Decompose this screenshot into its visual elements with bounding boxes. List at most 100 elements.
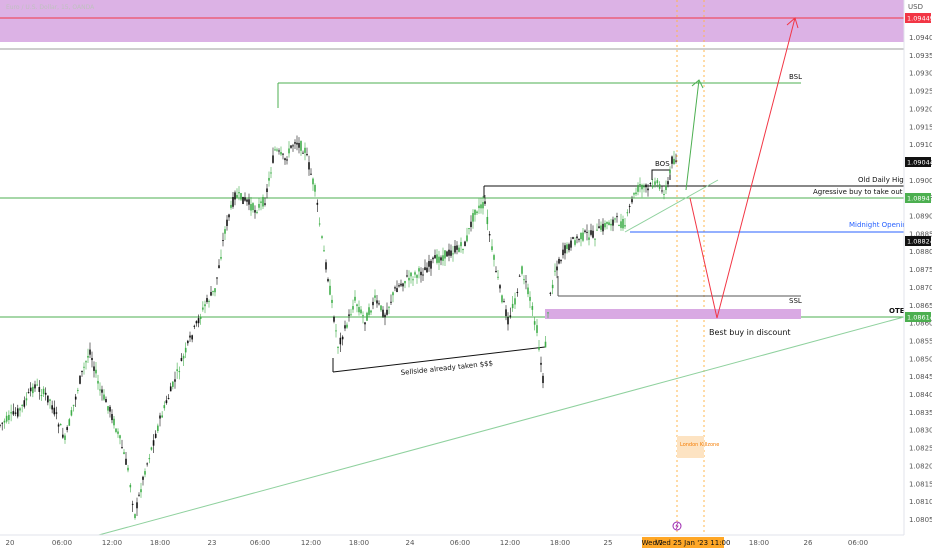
candle-body: [647, 188, 649, 191]
lightning-icon[interactable]: [672, 521, 682, 531]
candle-body: [460, 242, 462, 247]
candle-body: [180, 358, 183, 361]
red-arrow-head: [786, 17, 799, 29]
discount-zone: [545, 309, 801, 319]
candle-body: [643, 186, 645, 188]
candle-body: [493, 255, 495, 260]
candle-body: [38, 386, 41, 392]
candle-body: [464, 241, 466, 246]
candle-body: [316, 202, 319, 205]
candle-body: [536, 325, 538, 333]
candle-body: [42, 388, 45, 395]
candle-body: [633, 193, 635, 195]
candle-body: [101, 389, 103, 393]
candle-body: [59, 423, 62, 426]
candle-body: [620, 221, 622, 228]
candle-body: [428, 261, 430, 267]
candle-body: [150, 447, 153, 450]
candle-body: [270, 172, 272, 174]
candle-body: [404, 281, 406, 284]
candle-body: [157, 425, 159, 432]
price-badge: [905, 312, 931, 322]
candle-body: [414, 272, 416, 275]
candle-body: [366, 312, 368, 321]
candle-body: [159, 415, 161, 419]
price-tick-label: 1.08100: [909, 498, 932, 506]
candle-body: [468, 228, 470, 230]
candle-body: [438, 256, 440, 263]
candle-body: [386, 309, 388, 315]
candle-body: [560, 259, 562, 262]
candle-body: [232, 197, 234, 207]
candle-body: [501, 295, 503, 303]
candle-body: [93, 366, 95, 371]
green-arrow-head: [691, 79, 704, 89]
candle-body: [658, 184, 661, 189]
candle-body: [302, 152, 304, 154]
time-tick-label: 06:00: [250, 539, 270, 547]
candle-body: [318, 223, 321, 225]
candle-body: [665, 185, 667, 191]
candle-body: [527, 287, 529, 295]
candle-body: [262, 197, 264, 207]
candle-body: [66, 427, 68, 430]
candle-body: [675, 160, 677, 162]
candle-body: [408, 277, 410, 281]
candle-body: [199, 316, 202, 319]
price-tick-label: 1.08250: [909, 445, 932, 453]
candle-body: [274, 149, 276, 151]
candle-body: [482, 202, 484, 209]
candle-body: [103, 394, 105, 400]
candle-body: [256, 211, 258, 213]
candle-body: [79, 375, 81, 384]
candle-body: [598, 226, 600, 229]
candle-body: [434, 255, 436, 259]
candle-body: [292, 145, 294, 147]
candle-body: [280, 152, 282, 155]
candle-body: [491, 246, 493, 251]
candle-body: [19, 408, 21, 411]
candle-body: [272, 155, 274, 163]
candle-body: [83, 366, 85, 368]
candle-body: [226, 219, 228, 226]
candle-body: [187, 340, 189, 344]
price-badge-label: 1.09044: [907, 159, 932, 167]
candle-body: [382, 309, 384, 317]
price-tick-label: 1.08200: [909, 462, 932, 470]
candle-body: [294, 142, 296, 144]
long-rising-trendline: [94, 316, 905, 537]
price-tick-label: 1.09100: [909, 141, 932, 149]
candle-body: [604, 223, 606, 228]
time-tick-label: Wed 25 J: [642, 539, 673, 547]
candle-body: [109, 406, 111, 412]
price-tick-label: 1.08300: [909, 427, 932, 435]
candle-body: [276, 149, 278, 151]
candle-body: [442, 255, 444, 261]
candle-body: [580, 232, 582, 240]
candle-body: [390, 301, 392, 303]
price-tick-label: 1.09000: [909, 177, 932, 185]
candle-body: [228, 214, 230, 218]
candle-body: [610, 223, 612, 226]
candle-body: [531, 306, 534, 310]
candle-body: [105, 399, 107, 403]
candle-body: [376, 300, 378, 304]
candle-body: [123, 452, 125, 455]
candle-body: [566, 244, 568, 249]
symbol-title: Euro / U.S. Dollar, 15, OANDA: [6, 4, 95, 11]
candle-body: [268, 177, 270, 181]
time-tick-label: 18:00: [349, 539, 369, 547]
candle-body: [240, 193, 242, 200]
candle-body: [594, 238, 596, 240]
candle-body: [331, 299, 333, 303]
candle-body: [290, 145, 292, 148]
candle-body: [570, 240, 572, 248]
midnight-opening-label: Midnight Opening: [849, 221, 911, 229]
candle-body: [144, 471, 146, 475]
candle-body: [129, 484, 132, 488]
candle-body: [202, 307, 204, 310]
candle-body: [310, 173, 312, 175]
time-tick-label: 18:00: [749, 539, 769, 547]
